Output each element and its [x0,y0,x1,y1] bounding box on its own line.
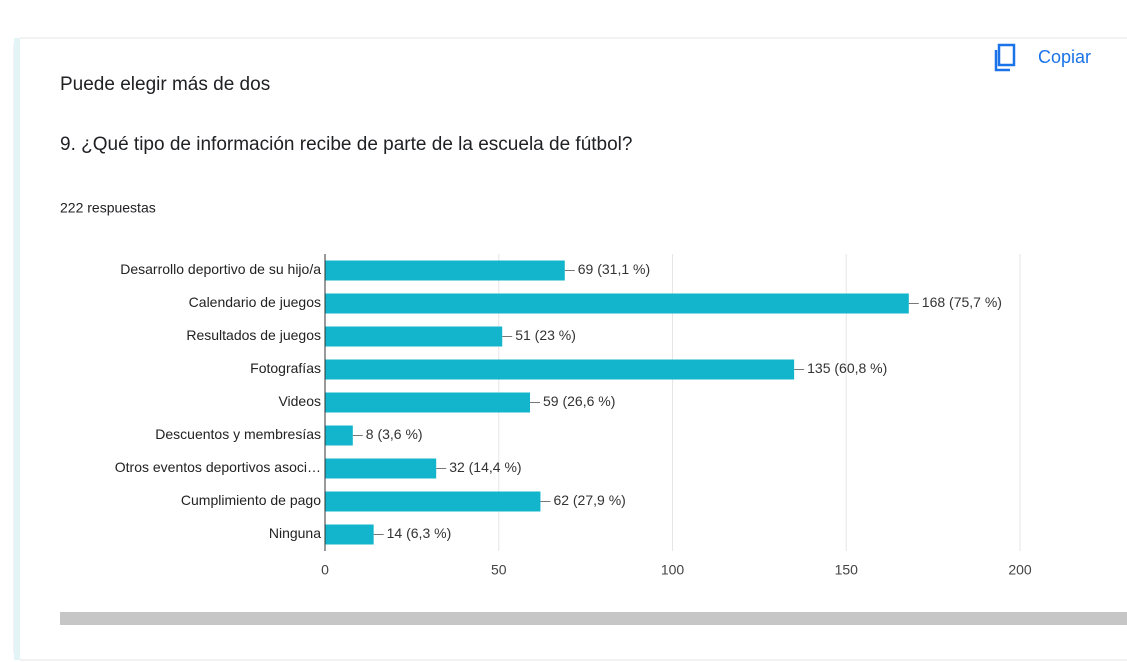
y-tick-label: Calendario de juegos [189,294,321,310]
y-tick-label: Fotografías [250,360,321,376]
bar [325,524,374,545]
question-title: 9. ¿Qué tipo de información recibe de pa… [60,134,632,155]
subtitle: Puede elegir más de dos [60,74,270,95]
y-tick-label: Videos [278,393,321,409]
value-label: 62 (27,9 %) [553,492,625,508]
bar [325,458,437,479]
value-label: 168 (75,7 %) [922,294,1002,310]
card [13,37,1127,661]
value-label: 8 (3,6 %) [366,426,423,442]
value-label: 51 (23 %) [515,327,576,343]
bar [325,260,565,281]
x-tick-label: 200 [1008,562,1032,578]
y-tick-label: Otros eventos deportivos asoci… [115,459,321,475]
scrollbar [60,612,1127,625]
x-tick-label: 50 [491,562,507,578]
bar [325,491,541,512]
copy-icon [994,50,1010,72]
copy-icon [997,43,1016,67]
card-accent [14,38,20,660]
chart: 0 50 100 150 200 Desarrollo deportivo de su h… [115,254,1032,578]
value-label: 135 (60,8 %) [807,360,887,376]
y-tick-label: Desarrollo deportivo de su hijo/a [120,261,321,277]
copy-button[interactable]: Copiar [994,43,1091,72]
value-label: 14 (6,3 %) [387,525,452,541]
response-count: 222 respuestas [60,200,156,216]
bar [325,326,503,347]
value-label: 32 (14,4 %) [449,459,521,475]
y-tick-label: Resultados de juegos [186,327,321,343]
x-tick-label: 150 [835,562,859,578]
copy-label[interactable]: Copiar [1038,47,1091,67]
x-tick-label: 100 [661,562,685,578]
y-tick-label: Descuentos y membresías [155,426,321,442]
bar [325,392,531,413]
y-tick-label: Cumplimiento de pago [181,492,321,508]
value-label: 69 (31,1 %) [578,261,650,277]
bar [325,293,909,314]
bar [325,425,353,446]
x-tick-label: 0 [321,562,329,578]
bar [325,359,795,380]
value-label: 59 (26,6 %) [543,393,615,409]
y-tick-label: Ninguna [269,525,321,541]
